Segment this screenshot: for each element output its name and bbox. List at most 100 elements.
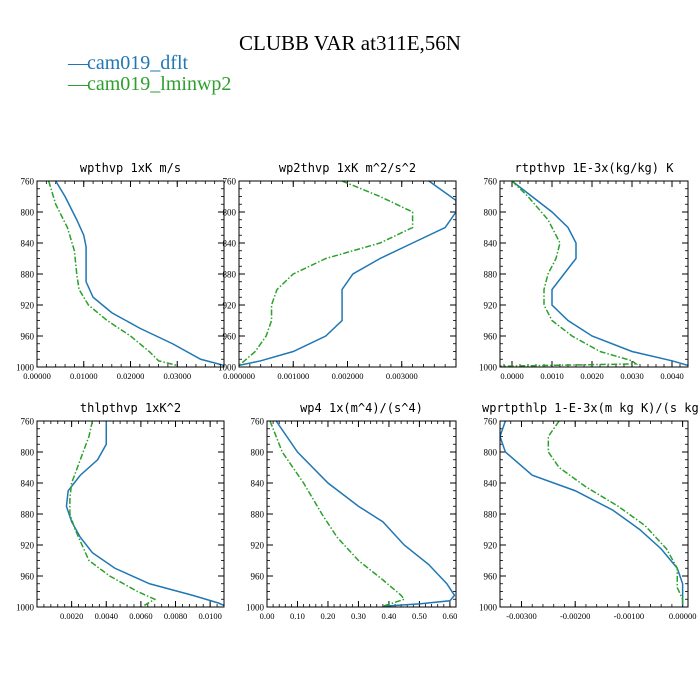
y-tick-label: 920 [223,301,237,311]
x-tick-label: 0.001000 [277,371,309,381]
x-tick-label: 0.02000 [117,371,145,381]
series-line-lminwp2 [69,421,157,607]
y-tick-label: 840 [223,239,237,249]
figure-title: CLUBB VAR at311E,56N [239,31,461,55]
series-line-lminwp2 [500,181,639,367]
y-tick-label: 800 [21,448,35,458]
panel-frame [499,180,689,368]
series-line-dflt [55,181,224,367]
x-tick-label: 0.0060 [129,611,152,621]
x-tick-label: 0.30 [351,611,366,621]
x-tick-label: 0.03000 [163,371,191,381]
y-tick-label: 960 [484,332,498,342]
x-tick-label: 0.0010 [540,371,563,381]
series-line-lminwp2 [47,181,178,367]
x-tick-label: 0.50 [412,611,427,621]
y-tick-label: 800 [21,208,35,218]
y-tick-label: 840 [484,239,498,249]
panel-title: wp4 1x(m^4)/(s^4) [300,401,423,415]
x-tick-label: 0.60 [442,611,457,621]
x-tick-label: 0.00000 [669,611,697,621]
panel-frame [238,180,457,368]
y-tick-label: 880 [251,510,265,520]
x-tick-label: 0.10 [290,611,305,621]
x-tick-label: 0.40 [381,611,396,621]
x-tick-label: 0.000000 [223,371,255,381]
panel-1: wpthvp 1xK m/s 760 800 840 880 920 960 10000.00… [16,161,225,381]
x-tick-label: 0.0000 [500,371,523,381]
y-tick-label: 1000 [16,363,35,373]
x-tick-label: 0.0040 [660,371,683,381]
x-tick-label: 0.00000 [23,371,51,381]
panel-6: wprtpthlp 1-E-3x(m kg K)/(s kg) 760 800 840… [479,401,700,621]
panel-title: rtpthvp 1E-3x(kg/kg) K [515,161,675,175]
y-tick-label: 920 [484,301,498,311]
y-tick-label: 880 [21,270,35,280]
y-tick-label: 960 [484,572,498,582]
y-tick-label: 920 [21,541,35,551]
panel-2: wp2thvp 1xK m^2/s^2 760 800 840 880 920 960 100… [218,161,457,381]
y-tick-label: 760 [484,177,498,187]
x-tick-label: -0.00100 [614,611,644,621]
y-tick-label: 920 [251,541,265,551]
series-line-lminwp2 [239,181,414,367]
y-tick-label: 960 [251,572,265,582]
y-tick-label: 800 [484,448,498,458]
y-tick-label: 960 [223,332,237,342]
panel-title: wp2thvp 1xK m^2/s^2 [279,161,416,175]
y-tick-label: 880 [21,510,35,520]
y-tick-label: 760 [223,177,237,187]
panel-frame [266,420,457,608]
series-line-lminwp2 [269,421,406,607]
x-tick-label: 0.0030 [620,371,643,381]
legend-label-lminwp2: cam019_lminwp2 [87,73,232,95]
y-tick-label: 880 [223,270,237,280]
legend-label-dflt: cam019_dflt [87,52,189,74]
x-tick-label: 0.0020 [580,371,603,381]
y-tick-label: 840 [21,239,35,249]
y-tick-label: 1000 [479,603,498,613]
y-tick-label: 1000 [218,363,237,373]
series-line-dflt [65,421,224,607]
y-tick-label: 960 [21,572,35,582]
x-tick-label: 0.01000 [70,371,98,381]
x-tick-label: 0.00 [260,611,275,621]
y-tick-label: 760 [251,417,265,427]
y-tick-label: 840 [21,479,35,489]
x-tick-label: 0.0020 [60,611,83,621]
y-tick-label: 1000 [246,603,265,613]
panel-title: thlpthvp 1xK^2 [80,401,181,415]
x-tick-label: 0.0080 [164,611,187,621]
panel-3: rtpthvp 1E-3x(kg/kg) K 760 800 840 880 920 960… [479,161,689,381]
panel-frame [499,420,689,608]
panel-frame [36,180,225,368]
x-tick-label: 0.002000 [332,371,364,381]
y-tick-label: 920 [484,541,498,551]
y-tick-label: 1000 [16,603,35,613]
x-tick-label: 0.003000 [386,371,418,381]
y-tick-label: 800 [484,208,498,218]
panel-5: wp4 1x(m^4)/(s^4)76080084088092096010000… [246,401,457,621]
y-tick-label: 760 [21,177,35,187]
legend-entry-lminwp2: — cam019_lminwp2 [68,73,231,96]
series-line-dflt [500,421,684,606]
y-tick-label: 800 [223,208,237,218]
y-tick-label: 1000 [479,363,498,373]
legend-entry-dflt: — cam019_dflt [68,52,188,75]
y-tick-label: 880 [484,510,498,520]
x-tick-label: 0.0100 [198,611,221,621]
y-tick-label: 760 [484,417,498,427]
y-tick-label: 840 [484,479,498,489]
x-tick-label: 0.20 [321,611,336,621]
series-line-dflt [511,181,688,367]
y-tick-label: 800 [251,448,265,458]
x-tick-label: -0.00200 [560,611,590,621]
panel-4: thlpthvp 1xK^2 760 800 840 880 920 960 1000 0.00… [16,401,225,621]
series-line-lminwp2 [547,421,684,606]
x-tick-label: 0.0040 [95,611,118,621]
series-line-dflt [239,181,456,367]
x-tick-label: -0.00300 [506,611,536,621]
y-tick-label: 840 [251,479,265,489]
y-tick-label: 760 [21,417,35,427]
